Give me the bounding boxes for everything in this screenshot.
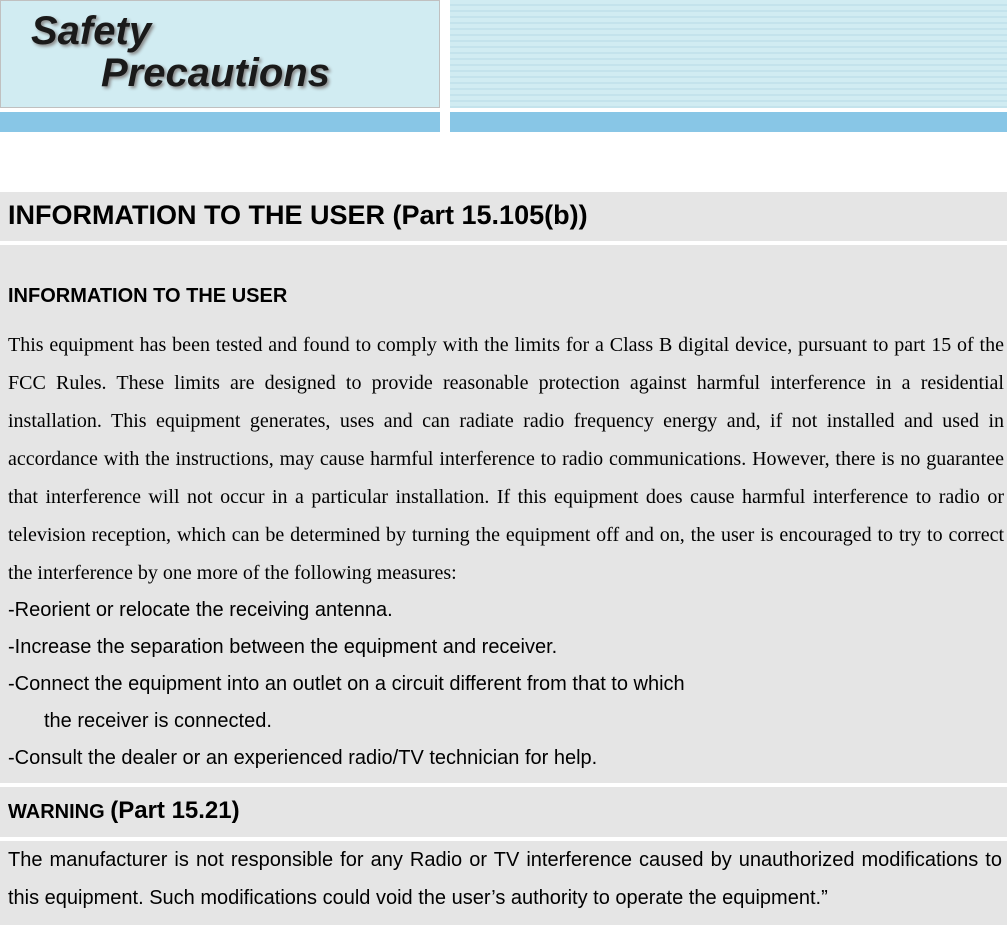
content-area: INFORMATION TO THE USER (Part 15.105(b))…	[0, 192, 1007, 925]
banner-title-line2: Precautions	[101, 51, 330, 96]
section1-subtitle: INFORMATION TO THE USER	[0, 245, 1007, 326]
list-item: -Reorient or relocate the receiving ante…	[8, 592, 999, 629]
divider-bar-row	[0, 112, 1007, 132]
section1-title: INFORMATION TO THE USER (Part 15.105(b))	[0, 192, 1007, 245]
banner-left: Safety Precautions	[0, 0, 440, 108]
section2-title: WARNING (Part 15.21)	[0, 783, 1007, 837]
warning-label: WARNING	[8, 801, 110, 823]
banner-title-line1: Safety	[31, 9, 151, 54]
list-item: -Increase the separation between the equ…	[8, 629, 999, 666]
list-item-continuation: the receiver is connected.	[8, 703, 999, 740]
divider-bar-left	[0, 112, 440, 132]
warning-part: (Part 15.21)	[110, 797, 239, 824]
divider-bar-right	[450, 112, 1007, 132]
banner-row: Safety Precautions	[0, 0, 1007, 108]
section1-body: This equipment has been tested and found…	[0, 326, 1007, 592]
list-item: -Connect the equipment into an outlet on…	[8, 666, 999, 703]
section1-list: -Reorient or relocate the receiving ante…	[0, 592, 1007, 783]
list-item: -Consult the dealer or an experienced ra…	[8, 740, 999, 777]
section2-body: The manufacturer is not responsible for …	[0, 837, 1007, 925]
banner-right-stripes	[450, 0, 1007, 108]
